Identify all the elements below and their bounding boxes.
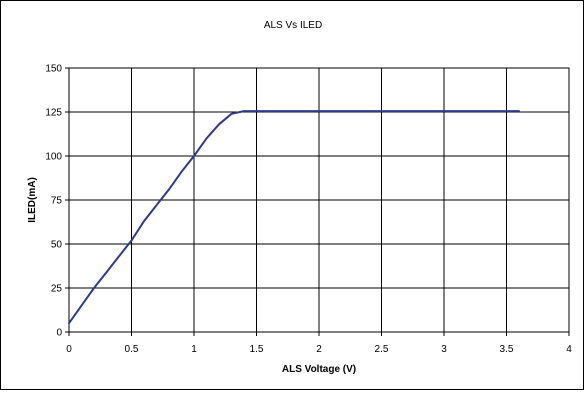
y-tick-label: 50 xyxy=(51,240,63,251)
x-axis-title: ALS Voltage (V) xyxy=(282,364,356,375)
chart-title: ALS Vs ILED xyxy=(264,20,322,31)
x-tick-label: 1 xyxy=(191,344,197,355)
x-tick-label: 2 xyxy=(316,344,322,355)
y-tick-label: 75 xyxy=(51,196,63,207)
series-layer xyxy=(68,110,520,325)
x-tick-label: 3 xyxy=(441,344,447,355)
x-tick-label: 3.5 xyxy=(500,344,514,355)
y-tick-label: 150 xyxy=(45,64,62,75)
series-line xyxy=(68,110,520,325)
y-tick-label: 25 xyxy=(51,284,63,295)
x-tick-label: 2.5 xyxy=(375,344,389,355)
y-axis-title: ILED(mA) xyxy=(27,177,38,223)
axis-ticks: 0 0.5 1 1.5 2 2.5 3 3.5 4 0 25 50 75 100 125 150 xyxy=(45,64,572,356)
y-tick-label: 0 xyxy=(56,328,62,339)
x-tick-label: 1.5 xyxy=(250,344,264,355)
gridlines xyxy=(68,67,570,333)
y-tick-label: 125 xyxy=(45,108,62,119)
x-tick-label: 4 xyxy=(566,344,572,355)
y-tick-label: 100 xyxy=(45,152,62,163)
x-tick-label: 0.5 xyxy=(125,344,139,355)
x-tick-label: 0 xyxy=(66,344,72,355)
